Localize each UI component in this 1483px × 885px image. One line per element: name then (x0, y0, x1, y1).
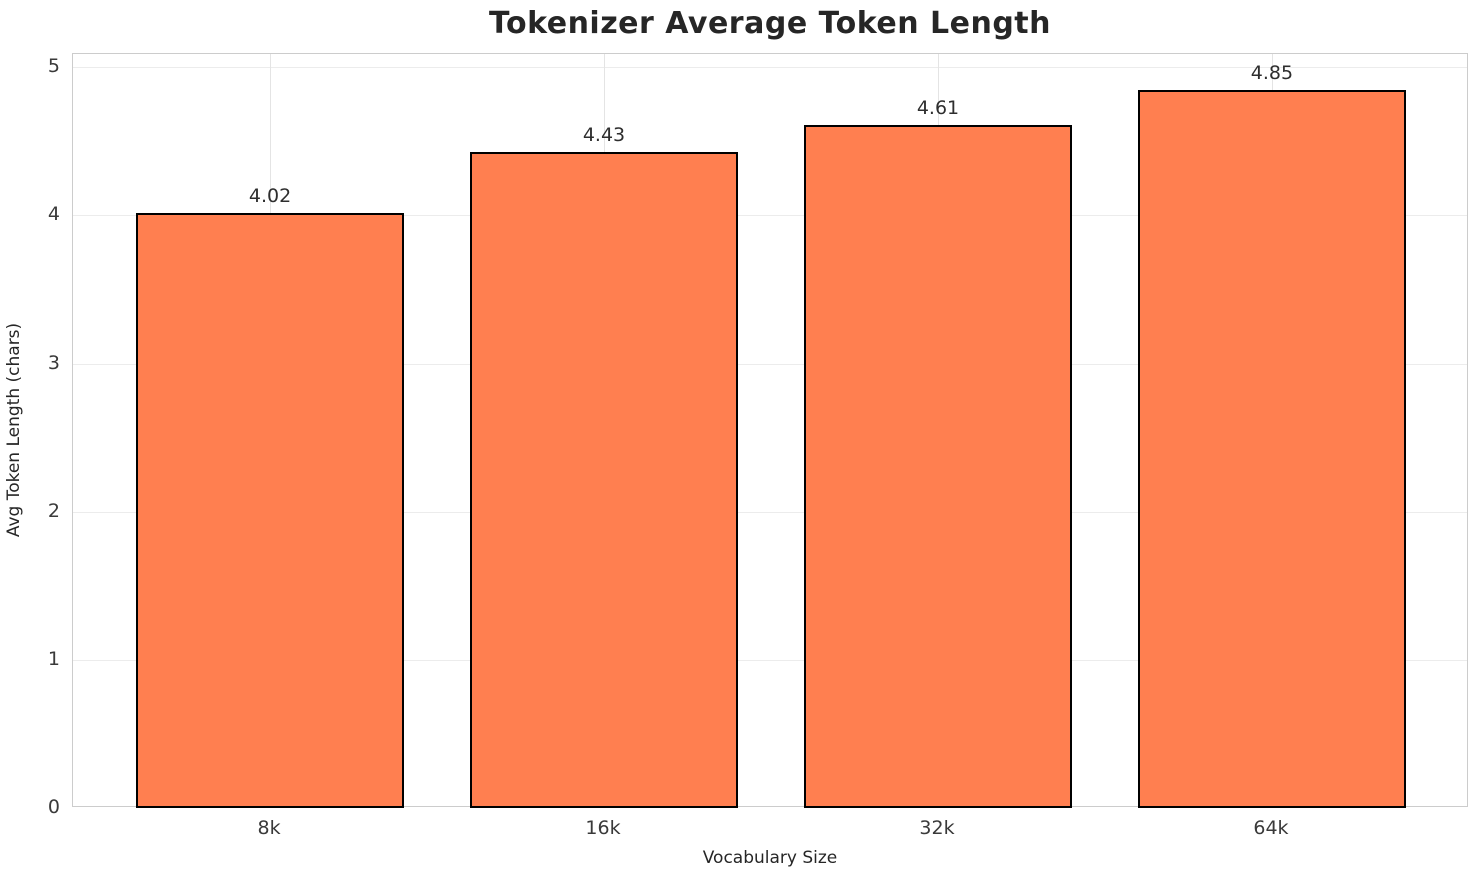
x-tick-label-32k: 32k (919, 817, 955, 839)
bar-64k (1138, 89, 1406, 808)
x-tick-label-8k: 8k (257, 817, 281, 839)
bar-value-label: 4.02 (248, 184, 292, 207)
y-tick-label: 3 (47, 351, 60, 374)
y-tick-label: 4 (47, 203, 60, 226)
bar-8k (136, 212, 404, 808)
bar-value-label: 4.61 (916, 97, 960, 120)
y-tick-label: 0 (47, 796, 60, 818)
x-tick-label-64k: 64k (1253, 817, 1289, 839)
plot-area: 4.02 4.43 4.61 4.85 (72, 53, 1468, 808)
bar-value-label: 4.85 (1250, 61, 1294, 84)
h-gridline (73, 67, 1467, 69)
h-gridline (73, 659, 1467, 661)
bar-value-label: 4.43 (582, 123, 626, 146)
y-axis-label: Avg Token Length (chars) (4, 322, 24, 538)
y-tick-label: 5 (47, 55, 60, 78)
bar-32k (804, 125, 1072, 808)
bar-16k (470, 151, 738, 808)
h-gridline (73, 215, 1467, 217)
y-tick-label: 1 (47, 647, 60, 670)
chart-title: Tokenizer Average Token Length (488, 6, 1051, 41)
h-gridline (73, 363, 1467, 365)
x-tick-label-16k: 16k (585, 817, 621, 839)
h-gridline (73, 511, 1467, 513)
x-axis-label: Vocabulary Size (702, 848, 838, 868)
y-tick-label: 2 (47, 499, 60, 522)
